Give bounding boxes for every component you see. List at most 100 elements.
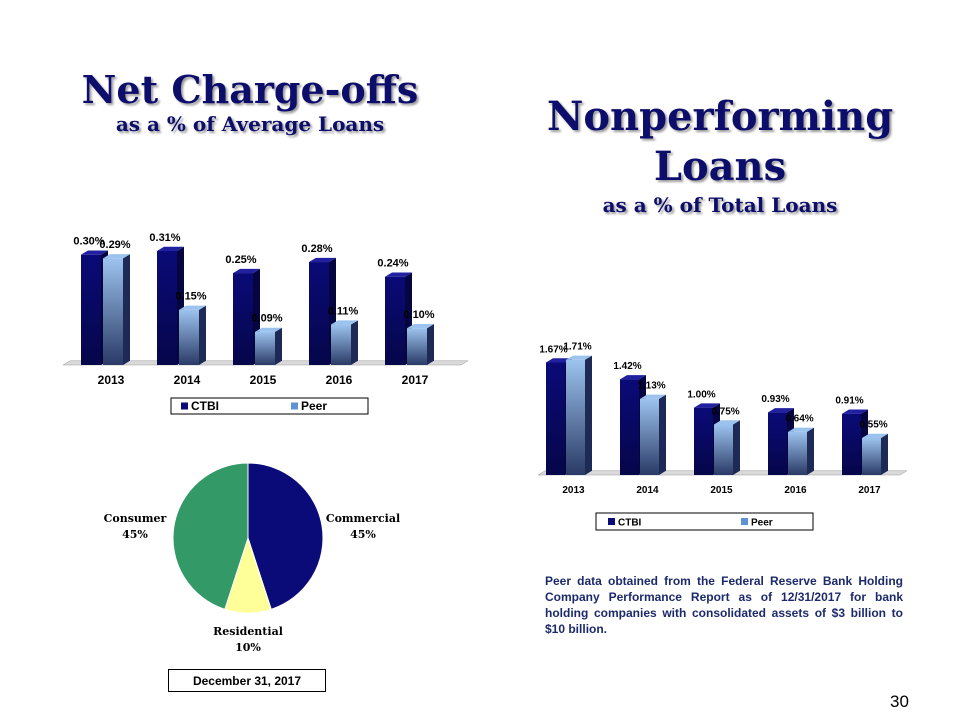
legend-swatch-peer — [291, 402, 298, 410]
ctbi-data-label-2014: 0.31% — [149, 232, 180, 244]
net-chargeoffs-chart: 0.30%0.29% 2013 0.31% 0.15% 2014 0.25% 0.09% 20… — [62, 232, 469, 415]
ctbi-data-label-2017: 0.91% — [835, 395, 863, 406]
bar-front — [407, 328, 427, 365]
bar-front — [862, 437, 881, 475]
bar-top — [842, 409, 868, 414]
peer-bar-2013 — [566, 355, 592, 475]
ctbi-bar-2015 — [233, 268, 260, 365]
legend-label-peer: Peer — [301, 399, 327, 413]
bar-top — [309, 257, 336, 263]
bar-front — [694, 407, 713, 475]
bar-side — [733, 420, 740, 475]
bar-front — [157, 251, 177, 365]
ctbi-data-label-2016: 0.93% — [761, 394, 789, 405]
bar-top — [233, 268, 260, 274]
bar-side — [807, 427, 814, 475]
legend-swatch-ctbi — [608, 518, 615, 525]
peer-bar-2014 — [640, 394, 666, 475]
bar-front — [566, 359, 585, 475]
legend-box — [595, 512, 814, 531]
bar-side — [199, 305, 206, 365]
nonperforming-title-sub: as a % of Total Loans — [602, 193, 838, 217]
peer-data-label-2017: 0.10% — [403, 309, 434, 321]
pie-value-commercial: 45% — [350, 528, 376, 541]
peer-bar-2016 — [788, 427, 814, 475]
page-number: 30 — [890, 692, 909, 711]
peer-data-label-2015: 0.09% — [251, 313, 282, 325]
peer-bar-2015 — [255, 327, 282, 365]
bar-front — [640, 398, 659, 475]
pie-value-consumer: 45% — [122, 528, 148, 541]
bar-front — [255, 331, 275, 365]
bar-front — [385, 276, 405, 365]
ctbi-data-label-2016: 0.28% — [301, 243, 332, 255]
bar-front — [179, 309, 199, 365]
peer-data-label-2014: 0.15% — [175, 291, 206, 303]
x-tick-label-2015: 2015 — [710, 485, 733, 496]
peer-data-label-2015: 0.75% — [711, 406, 739, 417]
nonperforming-title-line1: Nonperforming — [546, 93, 894, 140]
bar-top — [862, 433, 888, 438]
pie-label-residential: Residential — [213, 625, 283, 638]
legend-box — [170, 397, 369, 415]
bar-top — [768, 408, 794, 413]
peer-bar-2013 — [103, 254, 130, 365]
x-tick-label-2014: 2014 — [174, 373, 201, 387]
net-chargeoffs-title: Net Charge-offs as a % of Average Loans — [40, 67, 460, 137]
peer-data-label-2016: 0.64% — [785, 414, 813, 425]
bar-top — [103, 254, 130, 259]
bar-top — [157, 246, 184, 252]
bar-top — [620, 375, 646, 380]
peer-bar-2015 — [714, 420, 740, 475]
bar-front — [788, 431, 807, 475]
ctbi-bar-2016 — [309, 257, 336, 365]
bar-top — [566, 355, 592, 360]
x-tick-label-2013: 2013 — [98, 373, 125, 387]
legend-label-peer: Peer — [751, 518, 773, 529]
bar-top — [640, 394, 666, 399]
legend-swatch-ctbi — [181, 402, 188, 410]
legend-label-ctbi: CTBI — [618, 518, 642, 529]
peer-bar-2014 — [179, 305, 206, 365]
x-tick-label-2017: 2017 — [858, 485, 881, 496]
bar-front — [842, 413, 861, 475]
peer-data-label-2016: 0.11% — [328, 305, 359, 317]
x-tick-label-2015: 2015 — [250, 373, 277, 387]
bar-side — [123, 254, 130, 365]
bar-top — [331, 320, 358, 325]
net-chargeoffs-title-sub: as a % of Average Loans — [115, 112, 385, 136]
peer-bar-2017 — [862, 433, 888, 475]
bar-top — [179, 305, 206, 310]
pie-slice-consumer — [172, 462, 249, 610]
pie-value-residential: 10% — [235, 641, 261, 654]
bar-front — [620, 379, 639, 475]
bar-side — [585, 355, 592, 475]
bar-top — [255, 327, 282, 332]
x-tick-label-2013: 2013 — [562, 485, 585, 496]
peer-bar-2016 — [331, 320, 358, 365]
nonperforming-title: Nonperforming Loans as a % of Total Loan… — [500, 92, 940, 218]
loan-mix-pie-chart: Commercial 45% Residential 10% Consumer 45% — [104, 462, 400, 654]
bar-top — [407, 324, 434, 329]
legend-swatch-peer — [741, 518, 748, 525]
pie-label-commercial: Commercial — [326, 512, 400, 525]
bar-front — [714, 424, 733, 475]
bar-front — [81, 254, 101, 365]
bar-side — [659, 394, 666, 475]
bar-side — [275, 327, 282, 365]
peer-data-label-2017: 0.55% — [859, 420, 887, 431]
ctbi-data-label-2014: 1.42% — [613, 361, 641, 372]
ctbi-data-label-2013: 0.30% — [73, 235, 104, 247]
bar-top — [385, 272, 412, 277]
pie-label-consumer: Consumer — [104, 512, 167, 525]
bar-front — [331, 324, 351, 365]
net-chargeoffs-title-main: Net Charge-offs — [81, 67, 419, 112]
bar-side — [881, 433, 888, 475]
x-tick-label-2016: 2016 — [326, 373, 353, 387]
peer-data-label-2014: 1.13% — [637, 381, 665, 392]
bar-top — [694, 403, 720, 408]
pie-slice-commercial — [247, 462, 324, 610]
bar-front — [768, 412, 787, 475]
ctbi-data-label-2015: 1.00% — [687, 389, 715, 400]
ctbi-data-label-2015: 0.25% — [225, 254, 256, 266]
